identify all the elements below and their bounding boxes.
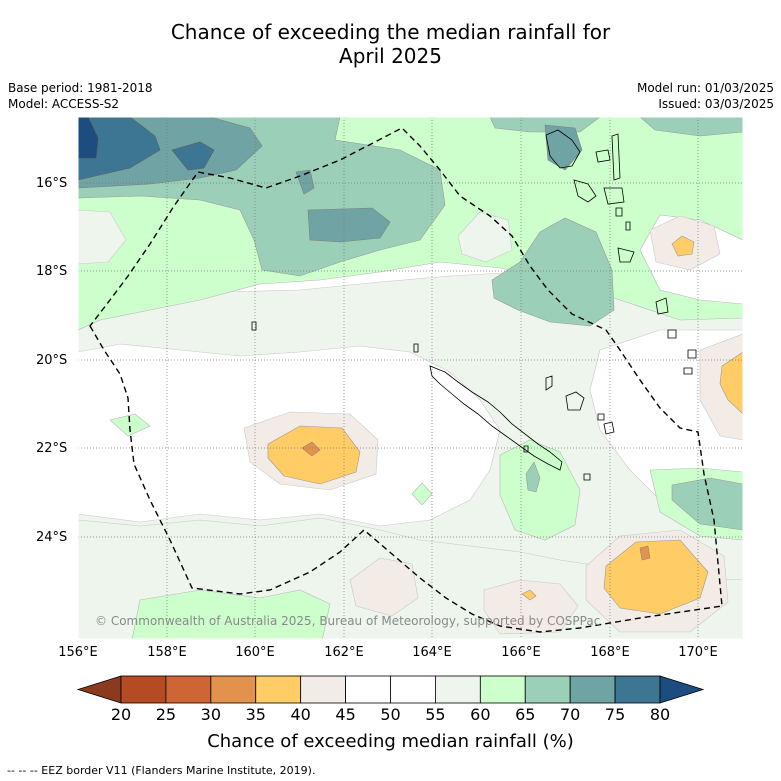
colorbar-tick-label: 65 <box>515 705 535 724</box>
colorbar-segment <box>435 676 480 703</box>
map-area <box>78 117 743 650</box>
colorbar-segment <box>211 676 256 703</box>
lon-label-160e: 160°E <box>235 645 275 660</box>
contour-70-75-c <box>308 208 390 242</box>
colorbar-tick-label: 50 <box>380 705 400 724</box>
colorbar-segment <box>570 676 615 703</box>
lon-label-170e: 170°E <box>678 645 718 660</box>
contour-30-35-se <box>640 546 650 560</box>
lon-label-162e: 162°E <box>324 645 364 660</box>
colorbar-segment <box>121 676 166 703</box>
colorbar-tick-label: 35 <box>246 705 266 724</box>
colorbar-tick-label: 30 <box>201 705 221 724</box>
lon-label-168e: 168°E <box>590 645 630 660</box>
colorbar-segment <box>480 676 525 703</box>
colorbar-title: Chance of exceeding median rainfall (%) <box>0 731 781 752</box>
colorbar-tick-label: 60 <box>470 705 490 724</box>
colorbar-tick-label: 45 <box>335 705 355 724</box>
lat-label-16s: 16°S <box>36 176 67 191</box>
colorbar-segment <box>615 676 660 703</box>
lat-label-24s: 24°S <box>36 530 67 545</box>
copyright-text: © Commonwealth of Australia 2025, Bureau… <box>95 614 600 628</box>
colorbar-segment <box>346 676 391 703</box>
colorbar-segment <box>391 676 436 703</box>
colorbar-segment <box>301 676 346 703</box>
colorbar-tick-label: 70 <box>560 705 580 724</box>
lon-label-164e: 164°E <box>412 645 452 660</box>
colorbar-extend-high <box>660 676 703 703</box>
colorbar-segment <box>166 676 211 703</box>
lon-label-166e: 166°E <box>501 645 541 660</box>
colorbar-tick-label: 80 <box>650 705 670 724</box>
colorbar-tick-label: 40 <box>290 705 310 724</box>
lon-label-158e: 158°E <box>147 645 187 660</box>
colorbar-segment <box>525 676 570 703</box>
colorbar-tick-label: 25 <box>156 705 176 724</box>
colorbar-tick-label: 20 <box>111 705 131 724</box>
eez-legend: -- -- -- EEZ border V11 (Flanders Marine… <box>7 764 315 777</box>
map-figure <box>0 0 781 781</box>
lat-label-20s: 20°S <box>36 353 67 368</box>
colorbar-tick-label: 75 <box>605 705 625 724</box>
colorbar-segment <box>256 676 301 703</box>
colorbar-tick-label: 55 <box>425 705 445 724</box>
lat-label-22s: 22°S <box>36 441 67 456</box>
lat-label-18s: 18°S <box>36 264 67 279</box>
colorbar-extend-low <box>78 676 121 703</box>
lon-label-156e: 156°E <box>58 645 98 660</box>
colorbar <box>78 676 703 703</box>
